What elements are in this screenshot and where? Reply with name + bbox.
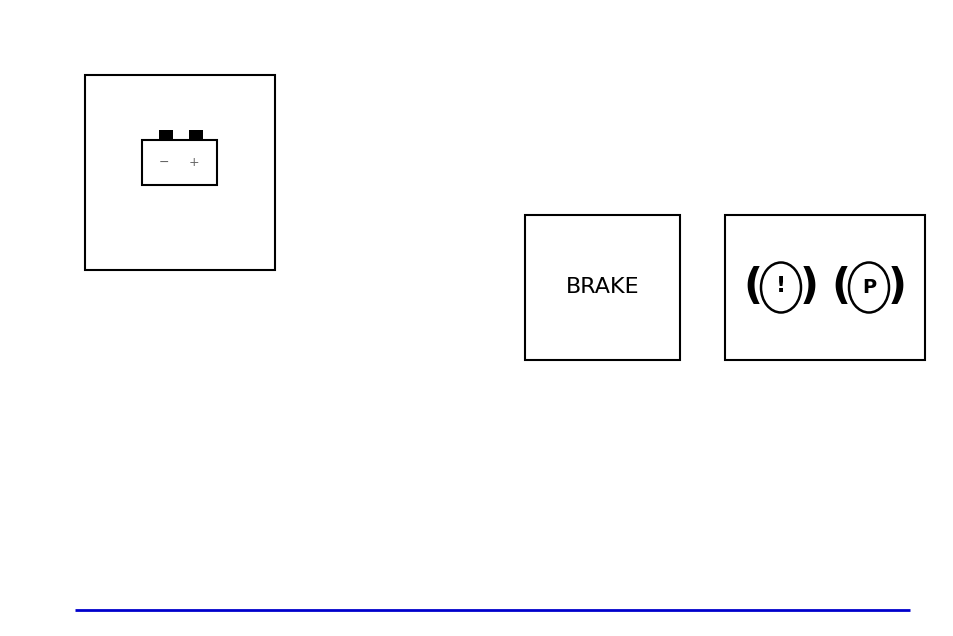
Bar	[524, 215, 679, 360]
Text: −: −	[158, 156, 169, 169]
Ellipse shape	[760, 263, 801, 312]
Ellipse shape	[848, 263, 888, 312]
Bar	[85, 75, 274, 270]
Text: (: (	[831, 266, 850, 308]
Bar	[189, 130, 203, 141]
Text: (: (	[742, 266, 761, 308]
Text: ): )	[799, 266, 818, 308]
Text: +: +	[188, 156, 198, 169]
Text: ): )	[886, 266, 905, 308]
Bar	[724, 215, 924, 360]
Text: !: !	[775, 277, 785, 296]
Bar	[142, 141, 217, 185]
Text: BRAKE: BRAKE	[565, 277, 639, 298]
Text: P: P	[861, 278, 875, 297]
Bar	[159, 130, 172, 141]
